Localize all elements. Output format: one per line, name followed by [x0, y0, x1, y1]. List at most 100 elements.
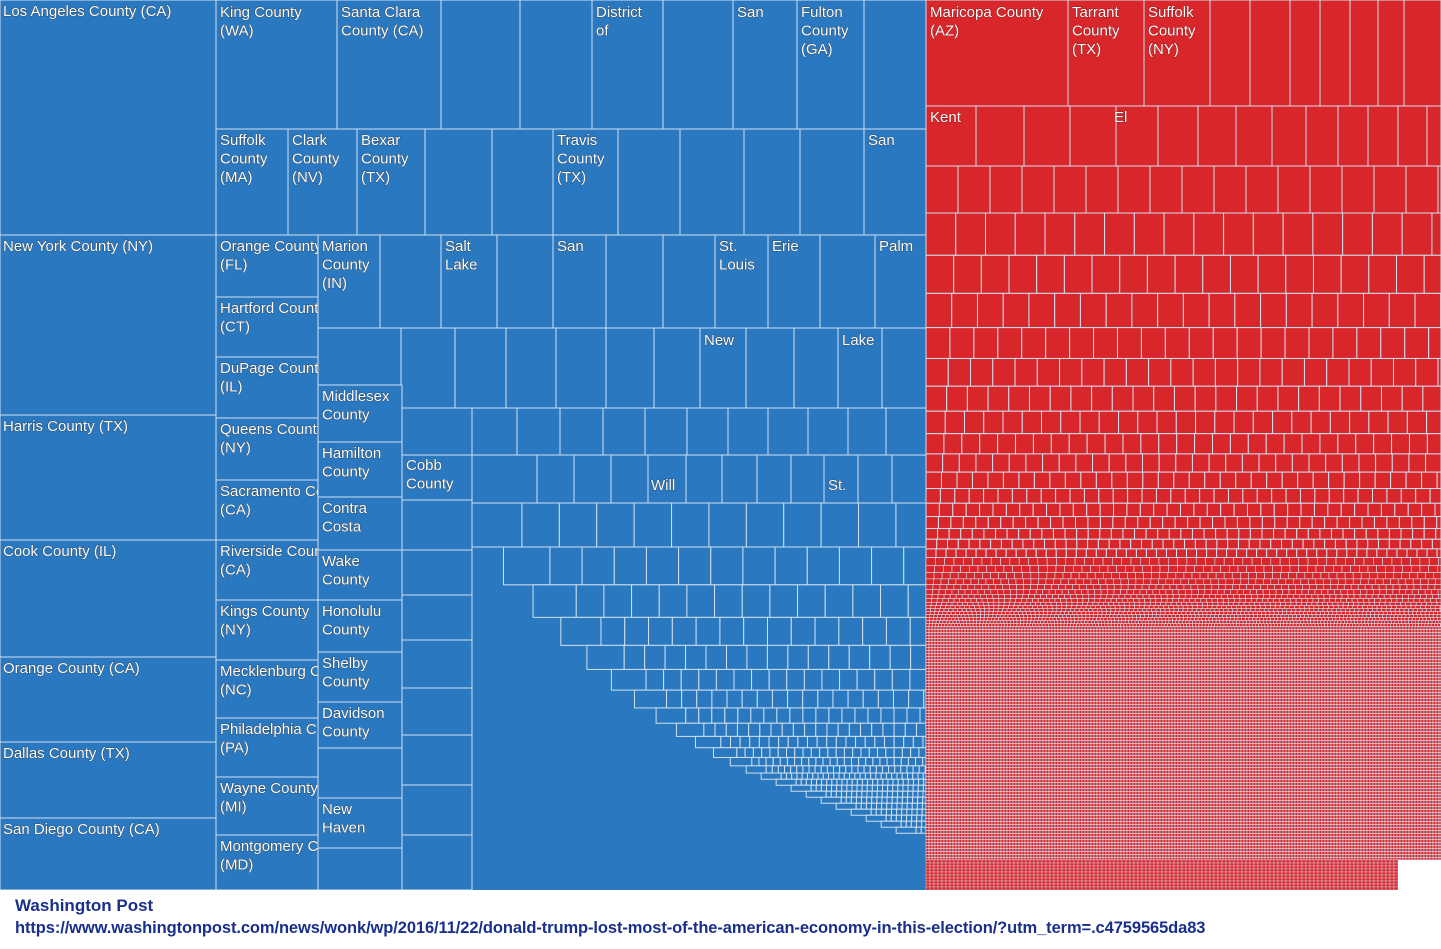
county-cell: [865, 814, 887, 822]
county-cell: [1282, 644, 1287, 648]
county-cell: [1281, 565, 1291, 573]
county-cell: [1254, 608, 1261, 612]
county-cell: [988, 659, 993, 663]
county-cell: [1357, 488, 1374, 504]
county-cell: [1405, 653, 1410, 657]
county-cell: [1208, 617, 1213, 621]
county-cell: [948, 527, 962, 540]
county-cell: [1377, 620, 1382, 624]
county-cell: [858, 502, 897, 548]
county-cell: [956, 601, 963, 606]
county-cell: [991, 635, 996, 639]
county-cell: [1377, 594, 1385, 599]
county-cell: [1357, 644, 1362, 648]
county-cell: [215, 0, 338, 130]
county-cell: [1408, 650, 1413, 654]
county-cell: [1169, 584, 1178, 591]
county-cell: [1116, 598, 1123, 603]
county-cell: [1180, 644, 1185, 648]
county-cell: [1267, 584, 1275, 591]
county-cell: [885, 808, 893, 816]
county-cell: [1342, 635, 1347, 639]
county-cell: [999, 620, 1004, 624]
county-cell: [1168, 647, 1173, 651]
county-cell: [1330, 632, 1335, 636]
county-cell: [928, 650, 933, 654]
county-cell: [1211, 623, 1215, 627]
county-cell: [1189, 611, 1195, 615]
county-cell: [1072, 502, 1088, 518]
county-cell: [839, 668, 858, 691]
county-cell: [1099, 598, 1106, 603]
county-cell: [1435, 650, 1440, 654]
county-cell: [934, 632, 939, 636]
county-cell: [1337, 292, 1365, 329]
county-cell: [1358, 608, 1364, 612]
county-cell: [1123, 601, 1130, 606]
county-cell: [1307, 565, 1317, 573]
county-cell: [1084, 626, 1089, 630]
county-cell: [1250, 608, 1256, 612]
county-cell: [1285, 638, 1290, 642]
county-cell: [814, 616, 840, 646]
county-cell: [1348, 357, 1372, 387]
county-cell: [988, 641, 993, 645]
county-cell: [1118, 601, 1125, 606]
county-cell: [973, 632, 978, 636]
trump-county-label: Kent: [930, 109, 962, 126]
county-cell: [1127, 611, 1132, 615]
county-cell: [1062, 572, 1072, 580]
county-cell: [1078, 659, 1083, 663]
county-cell: [1258, 623, 1263, 627]
county-cell: [1249, 516, 1263, 529]
county-cell: [1121, 617, 1126, 621]
county-cell: [1169, 608, 1175, 612]
county-cell: [928, 623, 933, 627]
county-cell: [1267, 662, 1272, 666]
county-cell: [1297, 641, 1302, 645]
county-cell: [1096, 635, 1101, 639]
county-cell: [1030, 650, 1035, 654]
county-cell: [1255, 623, 1259, 627]
county-cell: [1384, 638, 1389, 642]
county-cell: [1241, 453, 1260, 473]
county-cell: [1432, 632, 1437, 636]
county-cell: [1084, 647, 1089, 651]
county-cell: [1411, 653, 1416, 657]
county-cell: [1431, 601, 1438, 606]
county-cell: [1345, 647, 1350, 651]
county-cell: [1154, 623, 1159, 627]
county-cell: [1114, 644, 1119, 648]
county-cell: [1177, 635, 1182, 639]
county-cell: [1309, 632, 1314, 636]
county-cell: [1245, 598, 1252, 603]
county-cell: [958, 638, 963, 642]
county-cell: [1261, 635, 1266, 639]
county-cell: [1433, 617, 1438, 621]
county-cell: [985, 662, 990, 666]
county-cell: [1165, 548, 1178, 559]
county-cell: [1012, 656, 1017, 660]
county-cell: [1399, 650, 1404, 654]
county-cell: [1102, 629, 1107, 633]
county-cell: [1324, 611, 1329, 615]
county-cell: [1255, 650, 1260, 654]
county-cell: [1164, 611, 1170, 615]
county-cell: [1303, 605, 1310, 609]
county-cell: [1036, 635, 1041, 639]
county-cell: [1144, 638, 1149, 642]
county-cell: [1360, 620, 1365, 624]
county-cell: [1267, 623, 1272, 627]
county-cell: [1289, 0, 1321, 107]
county-cell: [1023, 578, 1032, 585]
county-cell: [1246, 653, 1251, 657]
county-cell: [964, 653, 969, 657]
county-cell: [1037, 605, 1043, 609]
county-cell: [1258, 650, 1263, 654]
county-cell: [1039, 659, 1044, 663]
county-cell: [1416, 611, 1422, 615]
county-cell: [1249, 653, 1254, 657]
county-cell: [1057, 626, 1062, 630]
county-cell: [1194, 385, 1217, 412]
county-cell: [994, 623, 999, 627]
